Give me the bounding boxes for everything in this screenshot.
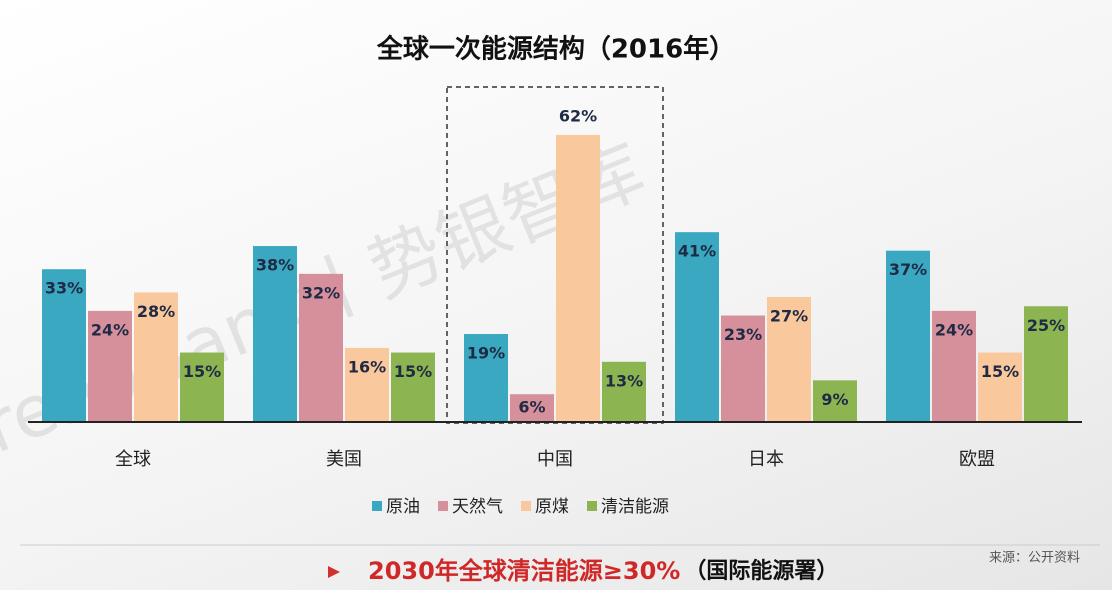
bar xyxy=(391,352,435,422)
bar xyxy=(556,134,600,422)
source: 来源：公开资料 xyxy=(989,551,1080,566)
value-label: 41% xyxy=(678,242,716,261)
highlight-text: 2030年全球清洁能源≥30% xyxy=(368,557,680,585)
bar xyxy=(253,246,297,422)
x-tick-label: 中国 xyxy=(537,449,573,470)
bar xyxy=(978,352,1022,422)
value-label: 24% xyxy=(91,320,129,339)
bar xyxy=(886,250,930,422)
value-label: 23% xyxy=(724,325,762,344)
highlight-note: （国际能源署） xyxy=(684,558,838,584)
bar xyxy=(721,315,765,422)
bar xyxy=(88,310,132,422)
value-label: 19% xyxy=(467,344,505,363)
bar xyxy=(767,296,811,422)
bar xyxy=(932,310,976,422)
bar xyxy=(42,269,86,422)
bar xyxy=(134,292,178,422)
x-tick-label: 美国 xyxy=(326,449,362,470)
x-tick-label: 全球 xyxy=(115,449,151,470)
bar xyxy=(345,347,389,422)
bar xyxy=(299,273,343,422)
value-label: 37% xyxy=(889,260,927,279)
x-tick-label: 日本 xyxy=(748,449,784,470)
bar xyxy=(510,394,554,422)
value-label: 6% xyxy=(518,398,545,417)
bar xyxy=(1024,306,1068,422)
value-label: 13% xyxy=(605,371,643,390)
value-label: 62% xyxy=(559,106,597,125)
value-label: 15% xyxy=(981,362,1019,381)
legend-swatch xyxy=(438,501,448,511)
value-label: 15% xyxy=(394,362,432,381)
legend-label: 天然气 xyxy=(452,497,503,517)
value-label: 28% xyxy=(137,302,175,321)
value-label: 33% xyxy=(45,279,83,298)
legend-label: 原油 xyxy=(386,497,420,517)
value-label: 9% xyxy=(821,390,848,409)
legend-swatch xyxy=(372,501,382,511)
legend-label: 原煤 xyxy=(535,497,569,517)
bar xyxy=(813,380,857,422)
chart-title: 全球一次能源结构（2016年） xyxy=(376,34,735,65)
value-label: 25% xyxy=(1027,316,1065,335)
legend-swatch xyxy=(521,501,531,511)
value-label: 32% xyxy=(302,283,340,302)
value-label: 24% xyxy=(935,320,973,339)
bar xyxy=(675,232,719,422)
legend-label: 清洁能源 xyxy=(601,497,669,517)
value-label: 27% xyxy=(770,306,808,325)
bar xyxy=(602,361,646,422)
value-label: 16% xyxy=(348,357,386,376)
value-label: 15% xyxy=(183,362,221,381)
bar xyxy=(180,352,224,422)
arrow-icon xyxy=(328,566,340,578)
legend-swatch xyxy=(587,501,597,511)
value-label: 38% xyxy=(256,256,294,275)
bar xyxy=(464,334,508,422)
x-tick-label: 欧盟 xyxy=(959,449,995,470)
